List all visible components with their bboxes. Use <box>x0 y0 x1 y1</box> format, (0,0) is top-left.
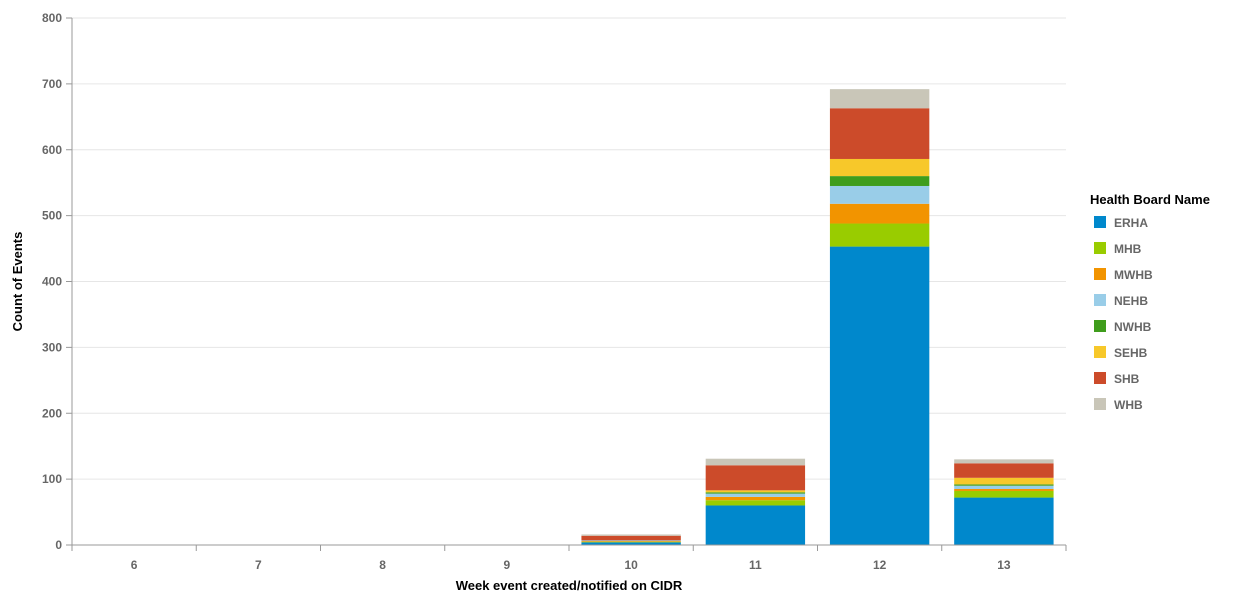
legend-swatch-shb <box>1094 372 1106 384</box>
legend-label-mhb: MHB <box>1114 242 1142 256</box>
x-tick-label: 7 <box>255 558 262 572</box>
bar-sehb-week-13 <box>954 477 1054 485</box>
y-tick-label: 300 <box>42 340 62 354</box>
bar-shb-week-13 <box>954 463 1054 478</box>
bar-nwhb-week-12 <box>829 176 930 186</box>
bar-whb-week-11 <box>705 458 806 466</box>
legend-title: Health Board Name <box>1090 192 1210 207</box>
x-axis-title: Week event created/notified on CIDR <box>456 578 683 593</box>
y-tick-label: 600 <box>42 143 62 157</box>
bar-nehb-week-13 <box>954 485 1054 490</box>
bar-sehb-week-12 <box>829 158 930 177</box>
y-tick-label: 800 <box>42 11 62 25</box>
legend-label-erha: ERHA <box>1114 216 1148 230</box>
bar-nehb-week-10 <box>581 540 681 542</box>
legend-swatch-mwhb <box>1094 268 1106 280</box>
legend-swatch-erha <box>1094 216 1106 228</box>
bar-mwhb-week-11 <box>705 496 806 501</box>
bar-erha-week-12 <box>829 246 930 545</box>
bar-mhb-week-10 <box>581 541 681 543</box>
legend-swatch-nwhb <box>1094 320 1106 332</box>
bar-nwhb-week-13 <box>954 484 1054 486</box>
bar-erha-week-10 <box>581 542 681 545</box>
bar-sehb-week-11 <box>705 490 806 493</box>
y-axis-title: Count of Events <box>10 232 25 332</box>
legend-swatch-whb <box>1094 398 1106 410</box>
bar-whb-week-13 <box>954 459 1054 464</box>
y-tick-labels: 0 100 200 300 400 500 600 700 800 <box>42 11 62 552</box>
legend-label-nwhb: NWHB <box>1114 320 1152 334</box>
bar-mwhb-week-13 <box>954 489 1054 491</box>
legend-swatch-sehb <box>1094 346 1106 358</box>
legend: Health Board Name ERHA MHB MWHB NEHB NWHB SEH… <box>1090 192 1210 412</box>
bar-mhb-week-12 <box>829 223 930 247</box>
bar-mwhb-week-12 <box>829 203 930 224</box>
bar-mhb-week-11 <box>705 500 806 506</box>
y-tick-label: 200 <box>42 406 62 420</box>
y-tick-label: 400 <box>42 275 62 289</box>
legend-swatch-mhb <box>1094 242 1106 254</box>
x-tick-label: 12 <box>873 558 887 572</box>
x-tick-label: 10 <box>624 558 638 572</box>
y-tick-label: 700 <box>42 77 62 91</box>
x-tick-labels: 6 7 8 9 10 11 12 13 <box>71 545 1067 572</box>
bar-shb-week-11 <box>705 465 806 491</box>
x-tick-label: 9 <box>504 558 511 572</box>
bars <box>581 89 1054 545</box>
bar-erha-week-11 <box>705 505 806 545</box>
legend-swatch-nehb <box>1094 294 1106 306</box>
y-tick-label: 100 <box>42 472 62 486</box>
bar-nehb-week-12 <box>829 185 930 204</box>
x-tick-label: 13 <box>997 558 1011 572</box>
bar-mhb-week-13 <box>954 490 1054 498</box>
x-tick-label: 11 <box>749 558 762 572</box>
bar-nehb-week-11 <box>705 493 806 497</box>
y-tick-label: 500 <box>42 209 62 223</box>
legend-label-nehb: NEHB <box>1114 294 1148 308</box>
y-tick-label: 0 <box>55 538 62 552</box>
x-tick-label: 6 <box>131 558 138 572</box>
legend-label-sehb: SEHB <box>1114 346 1148 360</box>
legend-label-mwhb: MWHB <box>1114 268 1153 282</box>
bar-whb-week-10 <box>581 534 681 536</box>
bar-shb-week-12 <box>829 108 930 159</box>
legend-label-shb: SHB <box>1114 372 1140 386</box>
bar-shb-week-10 <box>581 535 681 541</box>
x-tick-label: 8 <box>379 558 386 572</box>
legend-label-whb: WHB <box>1114 398 1143 412</box>
bar-mwhb-week-10 <box>581 541 681 542</box>
bar-whb-week-12 <box>829 89 930 109</box>
bar-nwhb-week-11 <box>705 492 806 494</box>
bar-erha-week-13 <box>954 497 1054 545</box>
